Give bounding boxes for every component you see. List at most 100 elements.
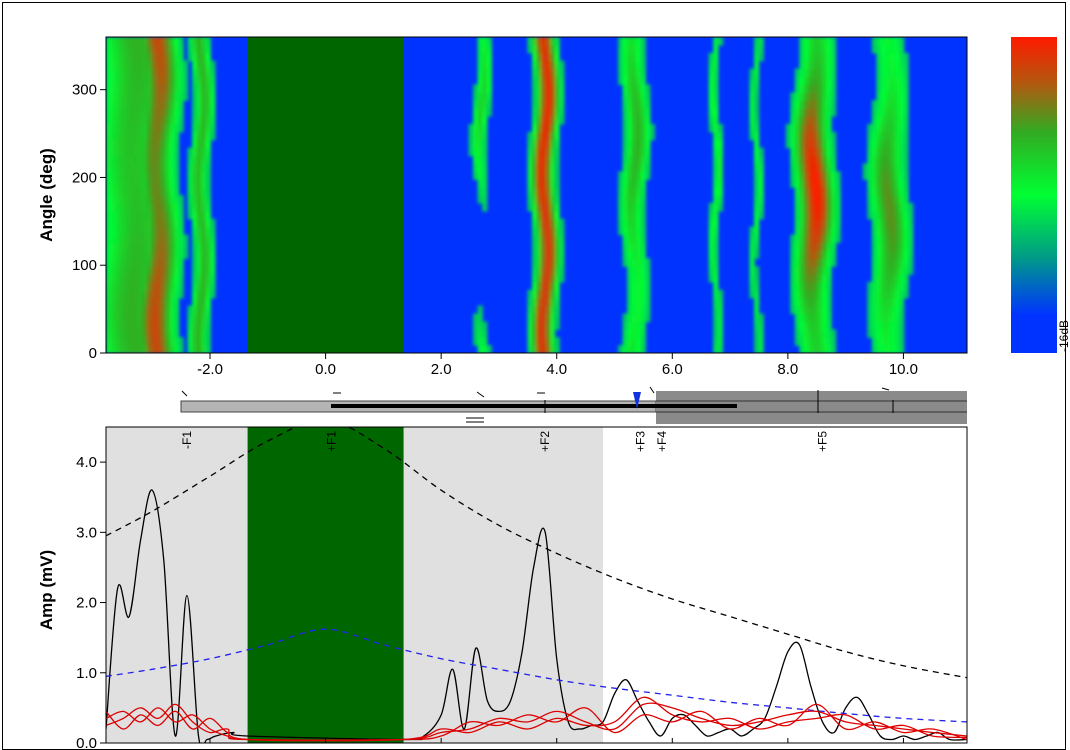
heatmap-cell [536, 234, 542, 244]
heatmap-cell [808, 242, 814, 251]
heatmap-cell [636, 37, 642, 46]
heatmap-cell [124, 187, 130, 196]
heatmap-cell [871, 210, 878, 220]
heatmap-cell [812, 171, 819, 180]
heatmap-cell [803, 297, 810, 307]
heatmap-cell [151, 329, 157, 338]
heatmap-cell [164, 44, 171, 54]
heatmap-cell [636, 147, 642, 157]
heatmap-cell [531, 179, 538, 188]
heatmap-cell [106, 218, 112, 228]
heatmap-cell [151, 108, 157, 117]
heatmap-cell [545, 321, 551, 330]
heatmap-cell [531, 123, 538, 133]
heatmap-cell [124, 281, 130, 291]
heatmap-cell [482, 329, 488, 338]
heatmap-cell [627, 37, 633, 46]
heatmap-cell [115, 329, 121, 338]
heatmap-cell [622, 60, 628, 70]
heatmap-cell [142, 179, 148, 188]
heatmap-cell [803, 195, 810, 204]
heatmap-cell [151, 131, 157, 141]
heatmap-cell [794, 116, 801, 125]
heatmap-cell [110, 195, 116, 204]
heatmap-cell [821, 155, 828, 165]
heatmap-cell [164, 131, 171, 141]
heatmap-cell [119, 218, 125, 228]
heatmap-cell [894, 44, 900, 54]
heatmap-cell [142, 147, 148, 157]
heatmap-cell [831, 131, 837, 141]
heatmap-cell [155, 155, 162, 165]
heatmap-cell [482, 84, 488, 93]
heatmap-cell [799, 274, 805, 283]
heatmap-cell [790, 123, 796, 133]
heatmap-cell [880, 226, 887, 236]
heatmap-cell [903, 274, 909, 283]
heatmap-cell [627, 187, 633, 196]
heatmap-cell [541, 242, 547, 251]
heatmap-cell [128, 52, 134, 62]
heatmap-cell [128, 329, 134, 338]
heatmap-cell [110, 123, 116, 133]
heatmap-cell [880, 100, 887, 109]
heatmap-cell [645, 171, 651, 180]
heatmap-cell [876, 321, 882, 330]
heatmap-cell [477, 131, 483, 141]
heatmap-cell [821, 289, 828, 299]
heatmap-cell [559, 234, 565, 244]
heatmap-cell [106, 123, 112, 133]
heatmap-cell [835, 195, 841, 204]
heatmap-cell [477, 84, 483, 93]
heatmap-cell [106, 163, 112, 172]
heatmap-cell [550, 226, 556, 236]
heatmap-cell [137, 329, 143, 338]
heatmap-cell [826, 100, 832, 109]
heatmap-cell [817, 131, 823, 141]
heatmap-cell [622, 345, 628, 353]
heatmap-cell [128, 100, 134, 109]
heatmap-cell [812, 281, 819, 291]
heatmap-cell [794, 163, 801, 172]
heatmap-cell [119, 52, 125, 62]
heatmap-cell [106, 281, 112, 291]
heatmap-cell [708, 210, 714, 220]
heatmap-cell [627, 305, 633, 315]
heatmap-cell [160, 195, 166, 204]
heatmap-cell [155, 226, 162, 236]
heatmap-cell [880, 258, 887, 267]
heatmap-cell [889, 123, 896, 133]
heatmap-cell [531, 171, 538, 180]
heatmap-cell [142, 131, 148, 141]
heatmap-cell [908, 210, 914, 220]
heatmap-cell [817, 147, 823, 157]
heatmap-cell [867, 163, 873, 172]
heatmap-cell [146, 76, 153, 86]
heatmap-cell [192, 131, 198, 141]
heatmap-cell [124, 242, 130, 251]
heatmap-cell [876, 84, 882, 93]
heatmap-cell [622, 179, 628, 188]
heatmap-cell [106, 84, 112, 93]
heatmap-cell [110, 68, 116, 78]
heatmap-cell [618, 226, 624, 236]
heatmap-cell [821, 281, 828, 291]
heatmap-cell [831, 147, 837, 157]
heatmap-cell [192, 155, 198, 165]
heatmap-cell [717, 345, 723, 353]
heatmap-cell [115, 139, 121, 149]
heatmap-cell [192, 210, 198, 220]
heatmap-cell [151, 266, 157, 275]
heatmap-cell [876, 100, 882, 109]
heatmap-cell [640, 242, 646, 251]
heatmap-cell [201, 84, 207, 93]
heatmap-cell [645, 92, 651, 101]
heatmap-cell [889, 147, 896, 157]
heatmap-cell [817, 163, 823, 172]
heatmap-cell [545, 218, 551, 228]
heatmap-cell [876, 123, 882, 133]
heatmap-cell [115, 195, 121, 204]
heatmap-cell [899, 329, 905, 338]
heatmap-cell [831, 92, 837, 101]
